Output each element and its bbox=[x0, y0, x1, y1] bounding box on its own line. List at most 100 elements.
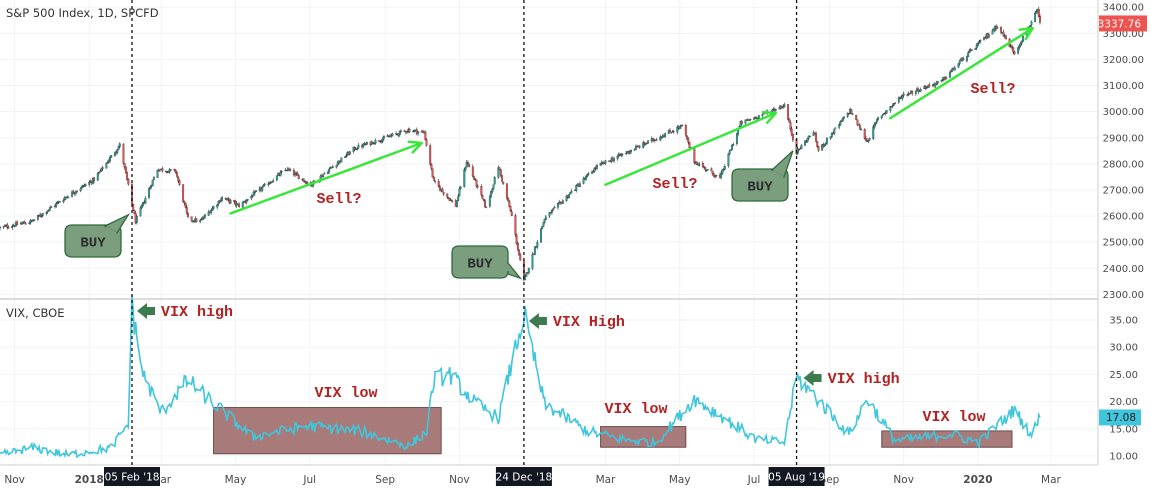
spx-candle-body bbox=[550, 210, 553, 213]
spx-candle-body bbox=[996, 27, 999, 29]
trend-arrow-head bbox=[407, 140, 423, 154]
time-tick-label: Nov bbox=[4, 474, 25, 486]
spx-candle-body bbox=[510, 211, 513, 216]
spx-candle-body bbox=[207, 211, 210, 216]
spx-candle-body bbox=[335, 165, 338, 168]
spx-candle-body bbox=[328, 169, 331, 173]
spx-candle-body bbox=[110, 155, 113, 158]
spx-candle-body bbox=[979, 39, 982, 42]
spx-price-axis[interactable]: 3400.00 3300.00 3200.00 3100.00 3000.00 2900.… bbox=[1098, 3, 1147, 301]
spx-candle-body bbox=[720, 173, 723, 178]
spx-candle-body bbox=[1039, 15, 1041, 23]
spx-candle-body bbox=[216, 204, 219, 208]
spx-candle-body bbox=[705, 169, 708, 171]
spx-candle-body bbox=[116, 149, 119, 153]
event-markers: 05 Feb '18 24 Dec '18 05 Aug '19 bbox=[104, 0, 825, 486]
vix-legend-title: VIX, CBOE bbox=[6, 306, 64, 320]
spx-candle-body bbox=[11, 226, 14, 229]
spx-candle-body bbox=[809, 135, 811, 137]
spx-candle-body bbox=[148, 188, 150, 198]
vix-low-label: VIX low bbox=[604, 401, 667, 418]
spx-candle-body bbox=[821, 144, 824, 151]
spx-candle-body bbox=[46, 210, 49, 213]
spx-candle-body bbox=[88, 181, 91, 185]
spx-candle-body bbox=[79, 188, 82, 192]
spx-candle-body bbox=[471, 166, 474, 177]
spx-candle-body bbox=[880, 115, 883, 119]
spx-candle-body bbox=[221, 197, 224, 201]
spx-candle-body bbox=[953, 67, 956, 71]
spx-candle-body bbox=[552, 208, 555, 211]
spx-candle-body bbox=[788, 118, 791, 123]
spx-candle-body bbox=[202, 217, 205, 219]
spx-candle-body bbox=[191, 220, 194, 222]
spx-candle-body bbox=[55, 203, 58, 206]
spx-candle-body bbox=[327, 172, 329, 174]
spx-candle-body bbox=[928, 84, 931, 87]
spx-candle-body bbox=[856, 119, 859, 125]
spx-candle-body bbox=[684, 125, 687, 136]
spx-candle-body bbox=[533, 247, 536, 255]
buy-label: BUY bbox=[747, 180, 773, 196]
spx-candle-body bbox=[417, 131, 419, 134]
spx-candle-body bbox=[882, 113, 884, 116]
spx-candle-body bbox=[787, 104, 789, 120]
spx-candle-body bbox=[883, 112, 886, 115]
spx-candle-body bbox=[322, 174, 325, 177]
spx-candle-body bbox=[430, 164, 433, 169]
spx-candle-body bbox=[80, 186, 83, 189]
spx-candle-body bbox=[32, 220, 34, 222]
spx-candle-body bbox=[585, 176, 587, 180]
spx-candle-body bbox=[807, 135, 810, 139]
time-tick-label: Nov bbox=[893, 474, 914, 486]
spx-candle-body bbox=[515, 234, 518, 244]
spx-candle-body bbox=[344, 156, 346, 158]
spx-candle-body bbox=[123, 163, 126, 168]
spx-candle-body bbox=[544, 216, 547, 220]
spx-candle-body bbox=[96, 173, 99, 181]
event-marker-label: 24 Dec '18 bbox=[496, 472, 553, 484]
spx-candle-body bbox=[156, 169, 159, 178]
spx-candle-body bbox=[855, 115, 858, 121]
spx-candle-body bbox=[252, 192, 255, 197]
spx-candle-body bbox=[173, 169, 176, 171]
spx-candle-body bbox=[174, 170, 177, 173]
spx-candle-body bbox=[113, 152, 116, 156]
spx-candle-body bbox=[234, 200, 237, 206]
vix-high-arrow-icon bbox=[137, 303, 155, 319]
spx-candle-body bbox=[1020, 41, 1023, 44]
spx-candle-body bbox=[449, 199, 452, 201]
spx-candle-body bbox=[804, 140, 807, 146]
spx-candle-body bbox=[41, 213, 44, 216]
spx-candle-body bbox=[950, 70, 953, 72]
trend-arrows bbox=[229, 26, 1034, 215]
spx-candle-body bbox=[664, 133, 667, 138]
spx-candle-body bbox=[28, 222, 31, 225]
spx-candle-body bbox=[578, 183, 581, 187]
spx-candle-body bbox=[1034, 13, 1037, 22]
spx-candle-body bbox=[948, 72, 951, 78]
spx-candle-body bbox=[628, 151, 631, 154]
spx-candle-body bbox=[356, 148, 359, 150]
spx-candle-body bbox=[280, 171, 283, 173]
spx-candle-body bbox=[465, 161, 468, 168]
spx-candle-body bbox=[499, 169, 502, 176]
vix-price-axis[interactable]: 35.00 30.00 25.00 20.00 15.00 10.00 17.08 bbox=[1099, 316, 1141, 463]
spx-tick-label: 2400.00 bbox=[1103, 264, 1144, 275]
spx-candle-body bbox=[860, 129, 863, 131]
trend-arrow-shaft bbox=[889, 28, 1032, 120]
spx-candle-body bbox=[885, 110, 888, 114]
spx-candle-body bbox=[56, 202, 59, 204]
spx-candle-body bbox=[1029, 25, 1032, 28]
spx-candle-body bbox=[712, 173, 715, 177]
spx-candle-body bbox=[800, 145, 803, 149]
spx-candle-body bbox=[437, 180, 440, 187]
spx-candle-body bbox=[99, 170, 102, 173]
spx-candle-body bbox=[917, 89, 920, 92]
spx-candle-body bbox=[508, 201, 511, 208]
vix-high-label: VIX high bbox=[161, 304, 233, 321]
event-marker-badge bbox=[104, 467, 160, 486]
spx-candle-body bbox=[492, 184, 495, 189]
spx-legend-title: S&P 500 Index, 1D, SPCFD bbox=[6, 6, 159, 20]
